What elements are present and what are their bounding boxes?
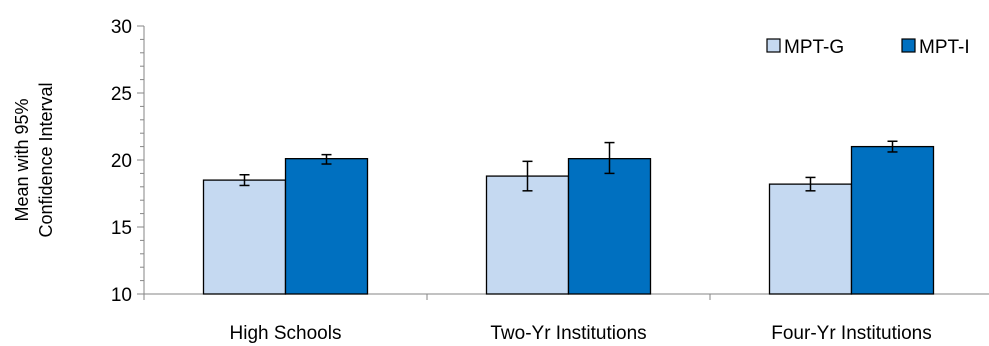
legend-label-mpt-i: MPT-I xyxy=(919,37,970,58)
y-tick-label: 10 xyxy=(111,285,132,306)
bar-mpt-g-1 xyxy=(485,175,570,295)
y-tick-label: 30 xyxy=(111,17,132,38)
y-axis-title-line1: Mean with 95% xyxy=(12,98,32,221)
bar-mpt-g-0 xyxy=(202,179,287,295)
y-axis-title-line2: Confidence Interval xyxy=(36,82,56,237)
y-tick-label: 15 xyxy=(111,218,132,239)
x-category-label: Four-Yr Institutions xyxy=(771,323,932,344)
legend-swatch-mpt-g xyxy=(766,38,781,53)
legend-swatch-mpt-i xyxy=(901,38,916,53)
bar-mpt-i-0 xyxy=(284,158,369,295)
bar-mpt-i-2 xyxy=(850,145,935,295)
x-category-label: Two-Yr Institutions xyxy=(490,323,646,344)
y-tick-label: 20 xyxy=(111,151,132,172)
legend: MPT-G MPT-I xyxy=(766,37,970,58)
bar-mpt-g-2 xyxy=(768,183,853,295)
legend-label-mpt-g: MPT-G xyxy=(784,37,844,58)
plot-area: 10 15 20 25 30 High Schools Two-Yr Institution… xyxy=(111,17,989,344)
x-category-label: High Schools xyxy=(230,323,342,344)
bar-mpt-i-1 xyxy=(567,158,652,295)
y-tick-label: 25 xyxy=(111,84,132,105)
